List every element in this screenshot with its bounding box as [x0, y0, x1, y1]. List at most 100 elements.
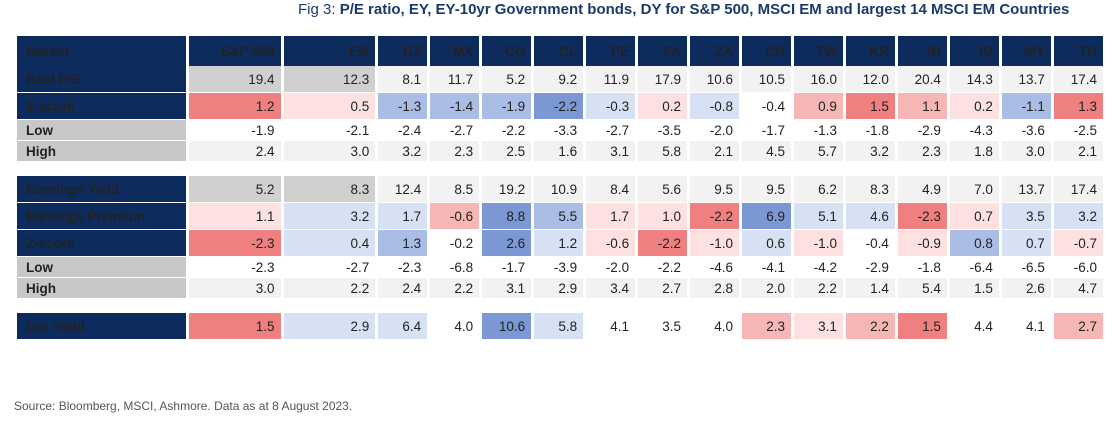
table-cell: 2.8: [690, 278, 740, 299]
table-cell: -1.9: [188, 120, 281, 141]
table-cell: 19.2: [482, 176, 532, 203]
table-cell: 1.7: [378, 203, 428, 230]
table-cell: -2.3: [188, 257, 281, 278]
table-cell: 8.3: [283, 176, 376, 203]
table-cell: 8.3: [845, 176, 895, 203]
table-cell: 1.2: [534, 230, 584, 257]
table-cell: 5.1: [793, 203, 843, 230]
table-cell: 2.4: [378, 278, 428, 299]
table-cell: 0.2: [638, 93, 688, 120]
table-cell: 2.2: [430, 278, 480, 299]
table-cell: -6.4: [949, 257, 999, 278]
table-cell: 11.7: [430, 66, 480, 93]
table-cell: 17.9: [638, 66, 688, 93]
table-cell: -6.8: [430, 257, 480, 278]
figure-number: Fig 3:: [298, 1, 340, 18]
table-cell: 8.5: [430, 176, 480, 203]
row-label: Div. Yield: [17, 313, 186, 340]
table-cell: 0.8: [949, 230, 999, 257]
table-cell: -2.7: [283, 257, 376, 278]
table-cell: 12.3: [283, 66, 376, 93]
table-cell: -1.3: [793, 120, 843, 141]
table-cell: 20.4: [897, 66, 947, 93]
chart-title: Fig 3: P/E ratio, EY, EY-10yr Government…: [298, 1, 1118, 18]
table-cell: -2.3: [897, 203, 947, 230]
column-header: MY: [1001, 36, 1051, 66]
table-body: Market S&P 500 EM BZ MX CO CL PE SA ZA CN TW KR IN ID M…: [17, 36, 1103, 340]
column-header: ZA: [690, 36, 740, 66]
table-cell: 3.0: [188, 278, 281, 299]
table-cell: -1.0: [793, 230, 843, 257]
table-cell: -4.1: [742, 257, 791, 278]
table-row: High 3.0 2.2 2.4 2.2 3.1 2.9 3.4 2.7 2.8 2.0 2.2 1.4…: [17, 278, 1103, 299]
row-label: Earnings Yield: [17, 176, 186, 203]
table-cell: -2.2: [690, 203, 740, 230]
table-cell: -1.7: [742, 120, 791, 141]
table-cell: 2.2: [793, 278, 843, 299]
table-cell: 19.4: [188, 66, 281, 93]
table-cell: -2.7: [586, 120, 636, 141]
table-cell: -0.2: [430, 230, 480, 257]
table-cell: 2.5: [482, 141, 532, 162]
table-cell: -2.9: [897, 120, 947, 141]
table-cell: 0.7: [949, 203, 999, 230]
table-cell: -0.6: [430, 203, 480, 230]
table-cell: 16.0: [793, 66, 843, 93]
table-cell: 2.3: [897, 141, 947, 162]
table-cell: 2.9: [283, 313, 376, 340]
table-cell: -1.8: [897, 257, 947, 278]
column-header: SA: [638, 36, 688, 66]
table-cell: 1.5: [949, 278, 999, 299]
table-cell: -3.9: [534, 257, 584, 278]
table-cell: 3.2: [845, 141, 895, 162]
table-cell: -2.2: [638, 230, 688, 257]
table-cell: 9.2: [534, 66, 584, 93]
column-header: PE: [586, 36, 636, 66]
table-cell: 0.4: [283, 230, 376, 257]
table-cell: 10.9: [534, 176, 584, 203]
table-cell: 5.4: [897, 278, 947, 299]
table-cell: 8.8: [482, 203, 532, 230]
table-cell: -0.7: [1053, 230, 1103, 257]
table-cell: 10.6: [482, 313, 532, 340]
table-cell: -6.0: [1053, 257, 1103, 278]
table-cell: 17.4: [1053, 66, 1103, 93]
table-cell: 4.0: [690, 313, 740, 340]
table-cell: 4.4: [949, 313, 999, 340]
table-cell: 12.0: [845, 66, 895, 93]
table-cell: 2.1: [690, 141, 740, 162]
spacer-row: [17, 162, 1103, 176]
table-cell: -0.8: [690, 93, 740, 120]
table-cell: -0.4: [742, 93, 791, 120]
table-cell: 9.5: [742, 176, 791, 203]
table-cell: -2.2: [482, 120, 532, 141]
table-cell: 1.5: [897, 313, 947, 340]
table-cell: 4.5: [742, 141, 791, 162]
table-cell: 0.6: [742, 230, 791, 257]
table-row: Best P/E 19.4 12.3 8.1 11.7 5.2 9.2 11.9 17.9 10.…: [17, 66, 1103, 93]
table-row: Low -2.3 -2.7 -2.3 -6.8 -1.7 -3.9 -2.0 -2.2 -4.6-…: [17, 257, 1103, 278]
table-cell: -2.7: [430, 120, 480, 141]
table-cell: 17.4: [1053, 176, 1103, 203]
table-cell: 1.0: [638, 203, 688, 230]
table-row: Low -1.9 -2.1 -2.4 -2.7 -2.2 -3.3 -2.7 -3.5 -2.0-…: [17, 120, 1103, 141]
table-cell: 1.5: [845, 93, 895, 120]
table-cell: -1.8: [845, 120, 895, 141]
table-cell: 8.4: [586, 176, 636, 203]
table-cell: -2.4: [378, 120, 428, 141]
table-cell: 4.0: [430, 313, 480, 340]
column-header: BZ: [378, 36, 428, 66]
table-cell: -2.2: [638, 257, 688, 278]
column-header: CO: [482, 36, 532, 66]
table-cell: 3.1: [586, 141, 636, 162]
table-cell: 11.9: [586, 66, 636, 93]
table-cell: -3.6: [1001, 120, 1051, 141]
table-cell: 2.2: [283, 278, 376, 299]
table-cell: 2.2: [845, 313, 895, 340]
title-text: P/E ratio, EY, EY-10yr Government bonds,…: [339, 1, 1070, 18]
table-cell: 3.1: [793, 313, 843, 340]
table-cell: -2.0: [586, 257, 636, 278]
table-cell: -2.0: [690, 120, 740, 141]
table-cell: 0.5: [283, 93, 376, 120]
table-cell: -6.5: [1001, 257, 1051, 278]
